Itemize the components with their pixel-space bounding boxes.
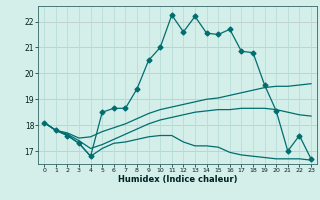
X-axis label: Humidex (Indice chaleur): Humidex (Indice chaleur) xyxy=(118,175,237,184)
